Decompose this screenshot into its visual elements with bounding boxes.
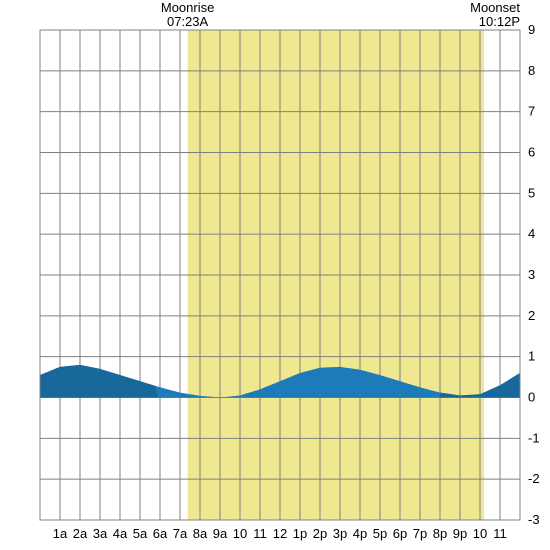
moonrise-label: Moonrise xyxy=(161,0,214,15)
x-tick-label: 11 xyxy=(493,526,507,541)
y-tick-label: 7 xyxy=(528,104,535,119)
x-tick-label: 4p xyxy=(353,526,367,541)
y-tick-label: 9 xyxy=(528,22,535,37)
x-tick-label: 7p xyxy=(413,526,427,541)
chart-svg: -3-2-101234567891a2a3a4a5a6a7a8a9a101112… xyxy=(0,0,550,550)
x-tick-label: 2p xyxy=(313,526,327,541)
x-tick-label: 10 xyxy=(233,526,247,541)
x-tick-label: 2a xyxy=(73,526,88,541)
x-tick-label: 5p xyxy=(373,526,387,541)
y-tick-label: 5 xyxy=(528,185,535,200)
x-tick-label: 4a xyxy=(113,526,128,541)
x-tick-label: 3p xyxy=(333,526,347,541)
x-tick-label: 1a xyxy=(53,526,68,541)
y-tick-label: 3 xyxy=(528,267,535,282)
moonset-label: Moonset xyxy=(470,0,520,15)
y-tick-label: 4 xyxy=(528,226,535,241)
x-tick-label: 6a xyxy=(153,526,168,541)
y-tick-label: 2 xyxy=(528,308,535,323)
x-tick-label: 8a xyxy=(193,526,208,541)
x-tick-label: 9p xyxy=(453,526,467,541)
y-tick-label: -3 xyxy=(528,512,540,527)
moonrise-time: 07:23A xyxy=(167,14,209,29)
x-tick-label: 7a xyxy=(173,526,188,541)
y-tick-label: 8 xyxy=(528,63,535,78)
x-tick-label: 10 xyxy=(473,526,487,541)
x-tick-label: 1p xyxy=(293,526,307,541)
tide-chart: -3-2-101234567891a2a3a4a5a6a7a8a9a101112… xyxy=(0,0,550,550)
x-tick-label: 5a xyxy=(133,526,148,541)
x-tick-label: 6p xyxy=(393,526,407,541)
y-tick-label: 0 xyxy=(528,390,535,405)
x-tick-label: 11 xyxy=(253,526,267,541)
x-tick-label: 9a xyxy=(213,526,228,541)
moonset-time: 10:12P xyxy=(479,14,520,29)
y-tick-label: -2 xyxy=(528,471,540,486)
x-tick-label: 3a xyxy=(93,526,108,541)
y-tick-label: 1 xyxy=(528,349,535,364)
y-tick-label: -1 xyxy=(528,430,540,445)
y-tick-label: 6 xyxy=(528,145,535,160)
x-tick-label: 12 xyxy=(273,526,287,541)
x-tick-label: 8p xyxy=(433,526,447,541)
